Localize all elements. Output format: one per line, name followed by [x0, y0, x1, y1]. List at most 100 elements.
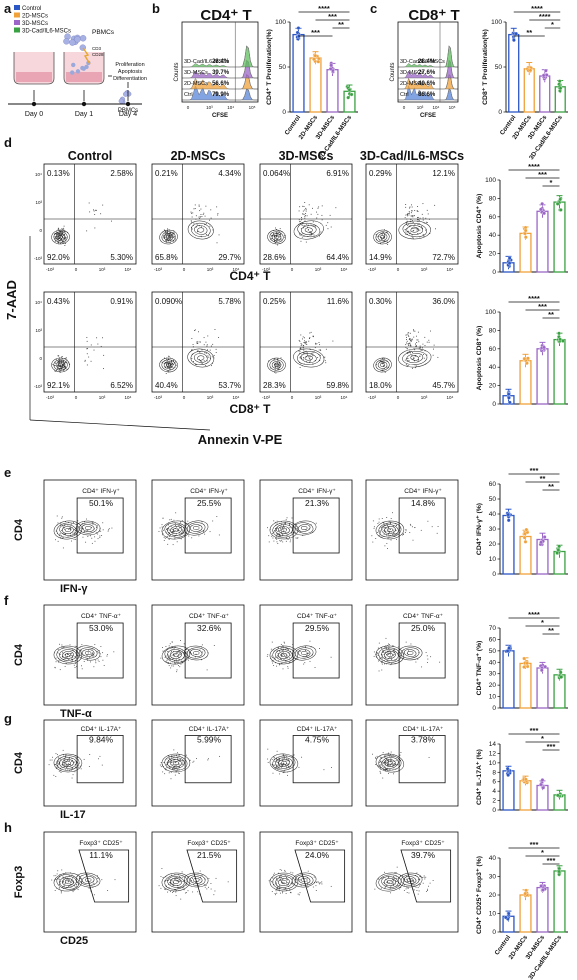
flow-event: [415, 343, 417, 345]
flow-event: [424, 878, 426, 880]
flow-event: [61, 356, 63, 358]
flow-event: [386, 524, 388, 526]
data-point: [542, 535, 547, 539]
flow-event: [388, 877, 390, 879]
timeline-dot: [125, 101, 131, 107]
contour-ring: [280, 527, 287, 533]
flow-event: [405, 641, 407, 643]
flow-event: [410, 880, 412, 882]
flow-event: [380, 767, 381, 768]
flow-event: [389, 653, 391, 655]
contour-ring: [159, 229, 178, 245]
flow-event: [380, 772, 382, 774]
flow-event: [372, 520, 374, 522]
flow-event: [73, 539, 75, 541]
flow-event: [282, 760, 284, 762]
bar-chart-ytick-label: 10: [489, 760, 497, 767]
flow-event: [59, 369, 61, 371]
flow-event: [181, 871, 183, 873]
flow-event: [306, 341, 308, 343]
flow-event: [384, 235, 386, 237]
contour-ring: [170, 759, 182, 767]
flow-event: [414, 224, 416, 226]
flow-event: [67, 362, 69, 364]
flow-event: [201, 361, 203, 363]
flow-event: [57, 760, 59, 762]
flow-event: [174, 530, 176, 531]
flow-event: [178, 772, 180, 774]
flow-event: [389, 765, 391, 767]
flow-event: [74, 886, 76, 888]
bar-chart-ytick-label: 30: [489, 874, 497, 881]
flow-event: [305, 340, 307, 342]
quadrant-q3: 14.9%: [369, 253, 392, 262]
flow-event: [201, 216, 203, 217]
flow-event: [86, 340, 88, 342]
flow-event: [74, 667, 76, 668]
flow-event: [422, 217, 424, 219]
flow-plot-frame: [43, 479, 137, 581]
flow-event: [218, 336, 220, 338]
flow-event: [61, 656, 63, 658]
flow-event: [170, 891, 172, 893]
flow-event: [371, 535, 373, 537]
flow-event: [277, 360, 279, 361]
flow-event: [295, 531, 297, 533]
timeline-dot: [81, 101, 87, 107]
flow-event: [394, 523, 396, 525]
flow-event: [282, 764, 284, 766]
flow-event: [312, 354, 314, 356]
data-point: [329, 63, 333, 68]
significance-label: *: [551, 20, 554, 29]
flow-event: [64, 237, 66, 239]
flow-event: [285, 656, 286, 658]
contour-ring: [269, 359, 284, 371]
flow-event: [384, 545, 386, 547]
flow-event: [399, 527, 401, 529]
flow-event: [312, 352, 314, 354]
timeline-day: Day 0: [25, 111, 43, 118]
flow-event: [57, 241, 59, 242]
flow-event: [167, 879, 169, 881]
flow-event: [65, 761, 67, 763]
flow-event: [411, 206, 413, 208]
flow-event: [398, 877, 400, 879]
flow-event: [286, 537, 288, 539]
contour-ring: [294, 874, 314, 886]
significance-label: ****: [539, 12, 551, 21]
bar-chart-ytick-label: 40: [489, 659, 497, 666]
flow-event: [217, 214, 219, 216]
flow-event: [218, 534, 220, 536]
flow-event: [392, 525, 394, 527]
flow-event: [393, 649, 395, 651]
flow-event: [59, 882, 61, 884]
flow-event: [303, 358, 305, 360]
flow-event: [179, 881, 181, 883]
flow-event: [60, 230, 62, 232]
flow-event: [171, 756, 173, 757]
flow-event: [168, 355, 170, 357]
flow-event: [57, 232, 59, 234]
flow-event: [171, 665, 173, 667]
flow-event: [178, 760, 180, 762]
flow-event: [295, 537, 297, 539]
flow-event: [395, 760, 397, 762]
flow-event: [165, 531, 167, 533]
flow-event: [180, 760, 182, 762]
contour-ring: [373, 229, 392, 245]
flow-event: [409, 350, 411, 352]
flow-event: [377, 531, 379, 533]
flow-event: [312, 221, 314, 223]
flow-event: [62, 526, 64, 528]
flow-event: [395, 880, 397, 882]
contour-ring: [161, 359, 176, 371]
flow-event: [279, 766, 281, 767]
flow-event: [389, 763, 391, 765]
flow-event: [408, 335, 410, 337]
flow-event: [169, 242, 171, 243]
flow-event: [318, 206, 320, 208]
flow-event: [383, 240, 385, 242]
flow-event: [166, 527, 168, 529]
flow-event: [168, 755, 169, 757]
flow-event: [165, 769, 167, 771]
